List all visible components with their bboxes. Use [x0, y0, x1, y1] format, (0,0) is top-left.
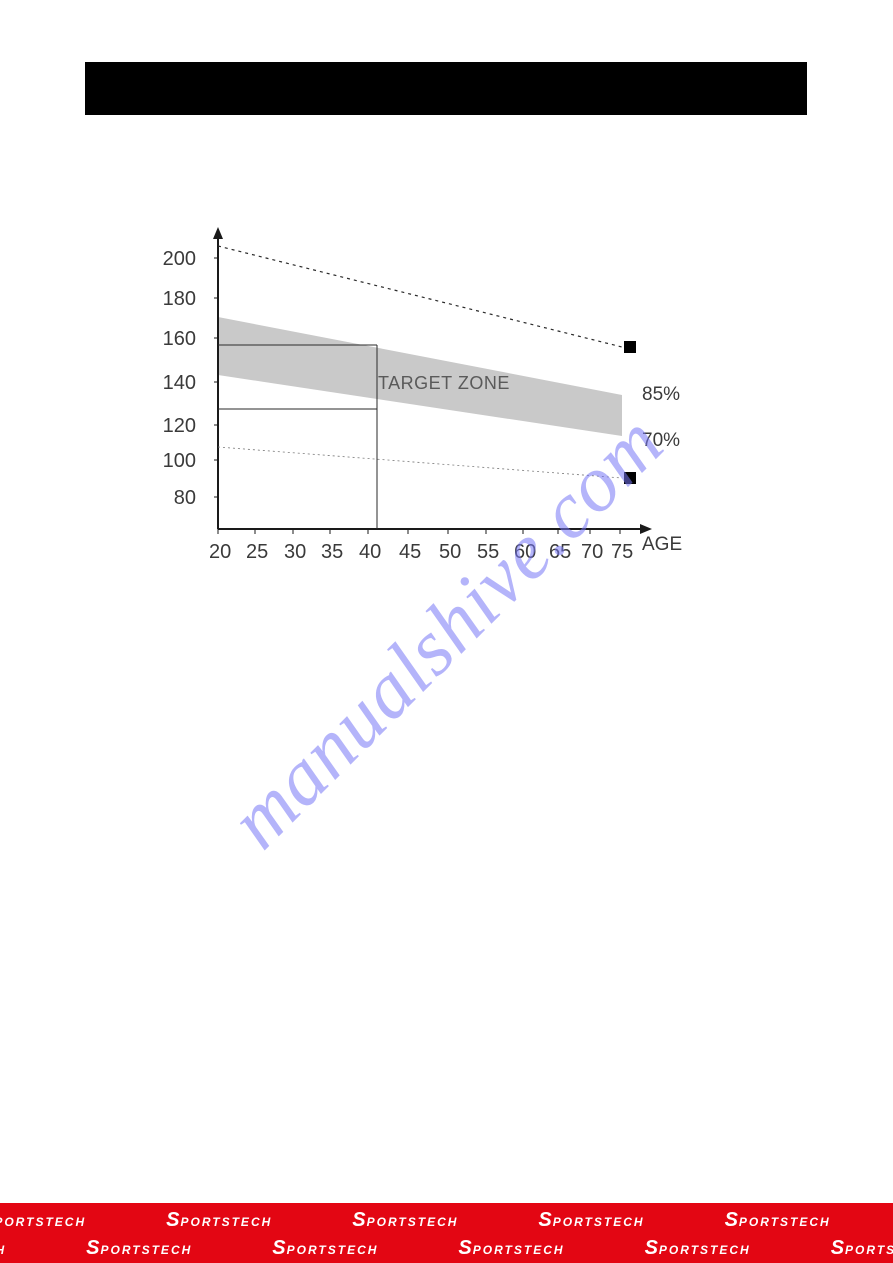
x-tick-label: 70	[581, 541, 603, 564]
upper-line-marker	[624, 341, 636, 353]
x-tick-label: 25	[246, 541, 268, 564]
x-tick-label: 20	[209, 541, 231, 564]
pct-85-label: 85%	[642, 384, 680, 406]
lower-line-marker	[624, 472, 636, 484]
x-axis-arrow	[640, 524, 652, 534]
footer-logo: SPORTSTECH	[86, 1237, 192, 1260]
x-tick-label: 55	[477, 541, 499, 564]
footer-row-2: SPORTSTECH SPORTSTECH SPORTSTECH SPORTST…	[0, 1233, 793, 1263]
heart-rate-target-zone-chart: 200 180 160 140 120 100 80 20 25 30 35 4…	[160, 225, 740, 565]
footer-logo: SPORTSTECH	[725, 1209, 831, 1232]
footer-logo: SPORTSTECH	[831, 1237, 893, 1260]
y-tick-label: 80	[174, 487, 196, 510]
y-tick-label: 100	[163, 450, 196, 473]
y-tick-label: 180	[163, 288, 196, 311]
footer-row-1: SPORTSTECH SPORTSTECH SPORTSTECH SPORTST…	[0, 1205, 873, 1235]
footer-logo: SPORTSTECH	[272, 1237, 378, 1260]
footer-logo: SPORTSTECH	[458, 1237, 564, 1260]
x-tick-label: 50	[439, 541, 461, 564]
x-tick-label: 60	[514, 541, 536, 564]
y-tick-label: 160	[163, 328, 196, 351]
footer-logo: SPORTSTECH	[0, 1237, 6, 1260]
x-tick-label: 30	[284, 541, 306, 564]
x-tick-label: 75	[611, 541, 633, 564]
footer-logo: SPORTSTECH	[166, 1209, 272, 1232]
header-black-bar	[85, 62, 807, 115]
footer-logo: SPORTSTECH	[0, 1209, 86, 1232]
x-tick-label: 65	[549, 541, 571, 564]
target-zone-label: TARGET ZONE	[378, 373, 510, 394]
pct-70-label: 70%	[642, 430, 680, 452]
y-tick-label: 140	[163, 372, 196, 395]
lower-dotted-line	[218, 447, 622, 478]
footer-logo: SPORTSTECH	[645, 1237, 751, 1260]
x-tick-label: 35	[321, 541, 343, 564]
y-tick-label: 120	[163, 415, 196, 438]
x-tick-label: 45	[399, 541, 421, 564]
x-axis-label: AGE	[642, 534, 682, 556]
x-tick-label: 40	[359, 541, 381, 564]
y-tick-label: 200	[163, 248, 196, 271]
footer-logo: SPORTSTECH	[538, 1209, 644, 1232]
footer-bar: SPORTSTECH SPORTSTECH SPORTSTECH SPORTST…	[0, 1203, 893, 1263]
y-axis-arrow	[213, 227, 223, 239]
footer-logo: SPORTSTECH	[352, 1209, 458, 1232]
